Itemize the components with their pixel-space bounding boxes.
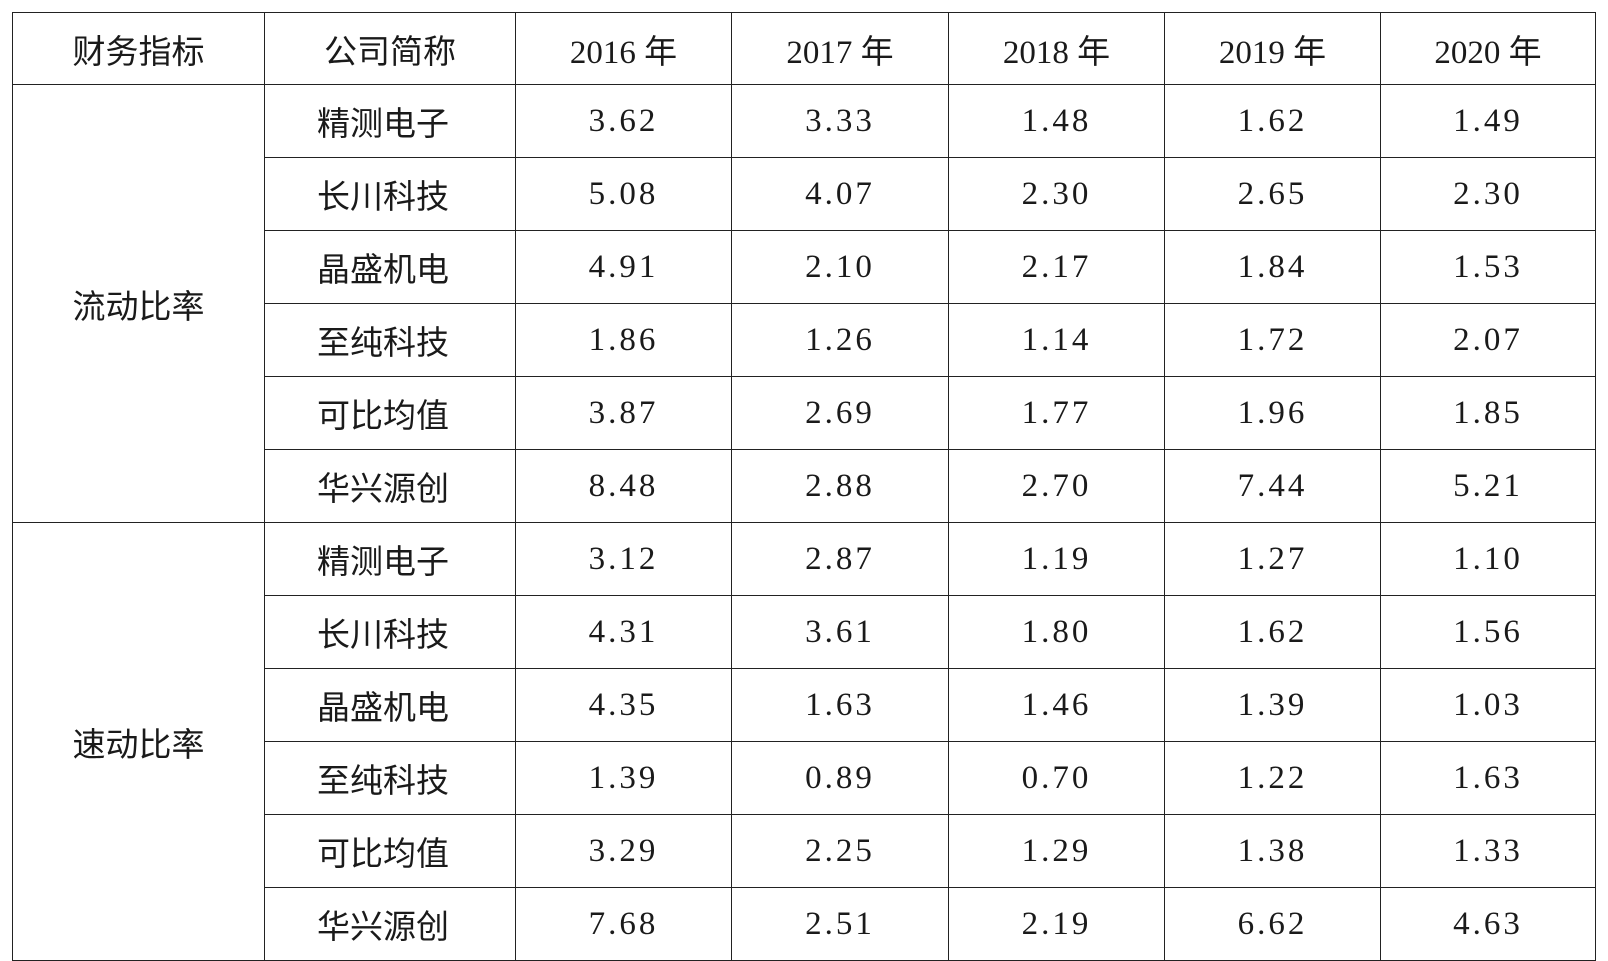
company-cell: 至纯科技 — [264, 303, 516, 377]
value-cell: 1.27 — [1164, 522, 1381, 596]
value-cell: 1.96 — [1164, 376, 1381, 450]
value-cell: 4.07 — [731, 157, 949, 231]
data-row: 晶盛机电 4.91 2.10 2.17 1.84 1.53 — [13, 230, 1596, 304]
value-cell: 2.10 — [731, 230, 949, 304]
value-cell: 2.30 — [1380, 157, 1596, 231]
value-cell: 2.51 — [731, 887, 949, 961]
company-cell: 华兴源创 — [264, 887, 516, 961]
value-cell: 7.44 — [1164, 449, 1381, 523]
value-cell: 1.62 — [1164, 84, 1381, 158]
value-cell: 1.46 — [948, 668, 1165, 742]
data-row: 华兴源创 8.48 2.88 2.70 7.44 5.21 — [13, 449, 1596, 523]
value-cell: 3.87 — [515, 376, 732, 450]
value-cell: 8.48 — [515, 449, 732, 523]
value-cell: 1.77 — [948, 376, 1165, 450]
value-cell: 1.26 — [731, 303, 949, 377]
data-row: 晶盛机电 4.35 1.63 1.46 1.39 1.03 — [13, 668, 1596, 742]
value-cell: 2.69 — [731, 376, 949, 450]
value-cell: 0.70 — [948, 741, 1165, 815]
company-cell: 晶盛机电 — [264, 668, 516, 742]
data-row: 可比均值 3.29 2.25 1.29 1.38 1.33 — [13, 814, 1596, 888]
value-cell: 1.63 — [731, 668, 949, 742]
company-cell: 华兴源创 — [264, 449, 516, 523]
value-cell: 5.21 — [1380, 449, 1596, 523]
company-cell: 可比均值 — [264, 814, 516, 888]
company-cell: 至纯科技 — [264, 741, 516, 815]
value-cell: 2.65 — [1164, 157, 1381, 231]
value-cell: 1.19 — [948, 522, 1165, 596]
value-cell: 1.62 — [1164, 595, 1381, 669]
value-cell: 1.14 — [948, 303, 1165, 377]
value-cell: 2.07 — [1380, 303, 1596, 377]
value-cell: 1.39 — [515, 741, 732, 815]
data-row: 至纯科技 1.86 1.26 1.14 1.72 2.07 — [13, 303, 1596, 377]
value-cell: 6.62 — [1164, 887, 1381, 961]
value-cell: 1.85 — [1380, 376, 1596, 450]
data-row: 华兴源创 7.68 2.51 2.19 6.62 4.63 — [13, 887, 1596, 961]
value-cell: 3.61 — [731, 595, 949, 669]
value-cell: 3.62 — [515, 84, 732, 158]
value-cell: 0.89 — [731, 741, 949, 815]
value-cell: 4.91 — [515, 230, 732, 304]
value-cell: 1.86 — [515, 303, 732, 377]
group-label: 速动比率 — [12, 522, 265, 961]
group-label: 流动比率 — [12, 84, 265, 523]
value-cell: 3.33 — [731, 84, 949, 158]
value-cell: 3.29 — [515, 814, 732, 888]
company-cell: 精测电子 — [264, 84, 516, 158]
value-cell: 4.35 — [515, 668, 732, 742]
value-cell: 1.10 — [1380, 522, 1596, 596]
company-cell: 晶盛机电 — [264, 230, 516, 304]
header-cell: 2020 年 — [1380, 12, 1596, 85]
value-cell: 7.68 — [515, 887, 732, 961]
value-cell: 1.49 — [1380, 84, 1596, 158]
value-cell: 1.84 — [1164, 230, 1381, 304]
value-cell: 1.29 — [948, 814, 1165, 888]
value-cell: 1.48 — [948, 84, 1165, 158]
value-cell: 1.03 — [1380, 668, 1596, 742]
value-cell: 4.31 — [515, 595, 732, 669]
value-cell: 1.22 — [1164, 741, 1381, 815]
company-cell: 长川科技 — [264, 157, 516, 231]
header-cell: 2016 年 — [515, 12, 732, 85]
value-cell: 2.70 — [948, 449, 1165, 523]
value-cell: 1.39 — [1164, 668, 1381, 742]
header-cell: 2018 年 — [948, 12, 1165, 85]
company-cell: 可比均值 — [264, 376, 516, 450]
data-row: 速动比率 精测电子 3.12 2.87 1.19 1.27 1.10 — [12, 522, 1596, 961]
value-cell: 2.17 — [948, 230, 1165, 304]
value-cell: 2.30 — [948, 157, 1165, 231]
header-cell: 2017 年 — [731, 12, 949, 85]
company-cell: 精测电子 — [264, 522, 516, 596]
table-body: 财务指标 公司简称 2016 年 2017 年 2018 年 2019 年 2020 年流动… — [12, 12, 1596, 961]
header-cell: 公司简称 — [264, 12, 516, 85]
data-row: 可比均值 3.87 2.69 1.77 1.96 1.85 — [13, 376, 1596, 450]
data-row: 至纯科技 1.39 0.89 0.70 1.22 1.63 — [13, 741, 1596, 815]
value-cell: 5.08 — [515, 157, 732, 231]
value-cell: 2.19 — [948, 887, 1165, 961]
header-row: 财务指标 公司简称 2016 年 2017 年 2018 年 2019 年 2020 年 — [12, 12, 1596, 85]
value-cell: 4.63 — [1380, 887, 1596, 961]
value-cell: 1.63 — [1380, 741, 1596, 815]
value-cell: 2.25 — [731, 814, 949, 888]
header-cell: 2019 年 — [1164, 12, 1381, 85]
value-cell: 1.53 — [1380, 230, 1596, 304]
data-row: 长川科技 4.31 3.61 1.80 1.62 1.56 — [13, 595, 1596, 669]
header-cell: 财务指标 — [12, 12, 265, 85]
value-cell: 1.33 — [1380, 814, 1596, 888]
value-cell: 2.88 — [731, 449, 949, 523]
data-table: 财务指标 公司简称 2016 年 2017 年 2018 年 2019 年 2020 年流动… — [12, 12, 1596, 961]
value-cell: 3.12 — [515, 522, 732, 596]
value-cell: 1.38 — [1164, 814, 1381, 888]
data-row: 流动比率 精测电子 3.62 3.33 1.48 1.62 1.49 — [12, 84, 1596, 523]
company-cell: 长川科技 — [264, 595, 516, 669]
value-cell: 2.87 — [731, 522, 949, 596]
value-cell: 1.56 — [1380, 595, 1596, 669]
value-cell: 1.80 — [948, 595, 1165, 669]
value-cell: 1.72 — [1164, 303, 1381, 377]
